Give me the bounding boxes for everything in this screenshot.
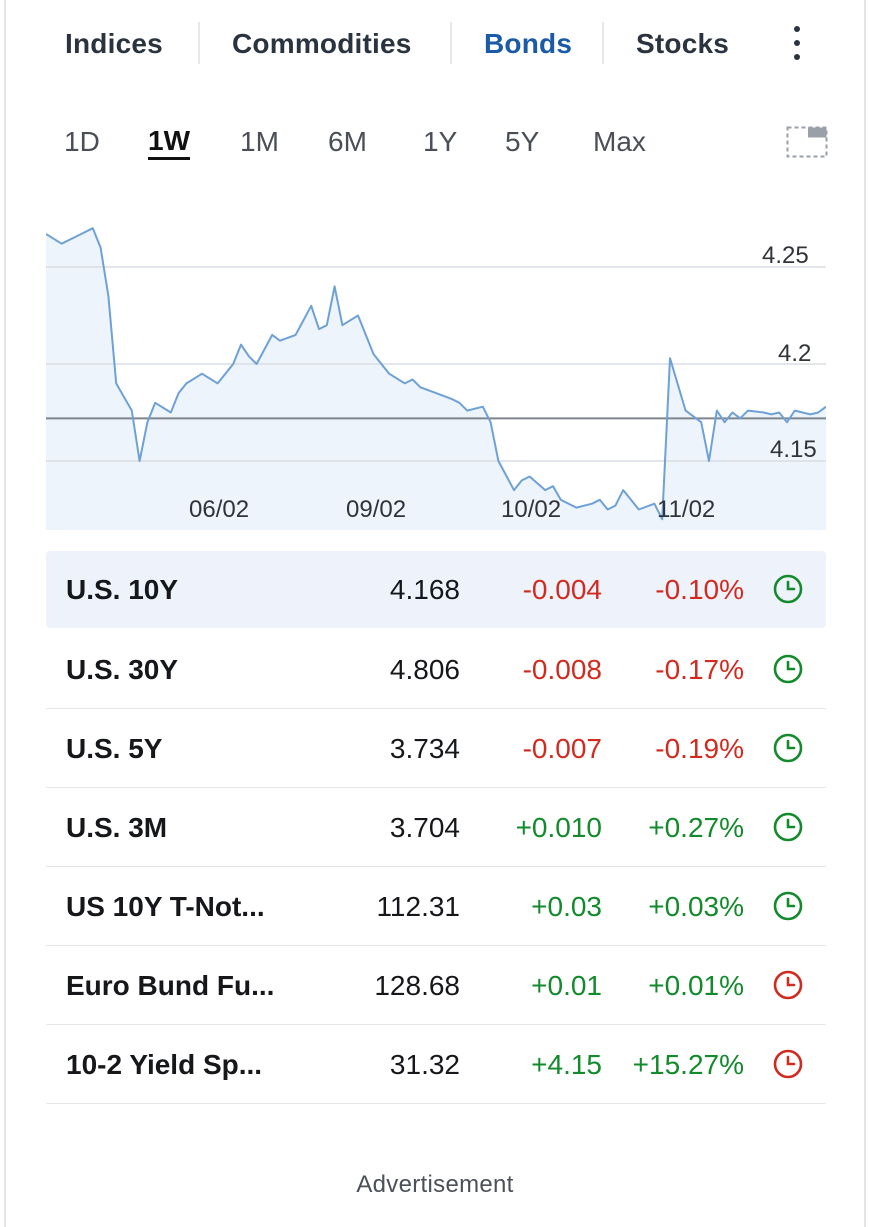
quote-name[interactable]: 10-2 Yield Sp... — [66, 1049, 263, 1080]
clock-icon — [773, 812, 803, 842]
clock-icon — [773, 1049, 803, 1079]
expand-icon[interactable] — [786, 126, 828, 158]
range-6m[interactable]: 6M — [328, 126, 367, 157]
quote-change-pct: -0.19% — [655, 733, 744, 764]
tab-divider — [602, 22, 604, 64]
quote-change: +0.010 — [515, 812, 602, 843]
quote-last: 4.168 — [389, 574, 460, 605]
quote-last: 128.68 — [374, 970, 460, 1001]
quote-change-pct: -0.17% — [655, 654, 744, 685]
chart-canvas — [46, 227, 826, 530]
quote-row-us-10y-tnote[interactable]: US 10Y T-Not... 112.31 +0.03 +0.03% — [46, 867, 826, 946]
quote-last: 3.734 — [389, 733, 460, 764]
range-1y[interactable]: 1Y — [423, 126, 458, 157]
tab-bonds[interactable]: Bonds — [484, 28, 573, 59]
chart-area-fill — [46, 228, 826, 530]
quote-change-pct: +0.03% — [648, 891, 744, 922]
quote-last: 3.704 — [389, 812, 460, 843]
quote-name[interactable]: U.S. 5Y — [66, 733, 163, 764]
tab-stocks[interactable]: Stocks — [636, 28, 730, 59]
y-tick-label: 4.25 — [762, 242, 809, 269]
quote-name[interactable]: U.S. 10Y — [66, 574, 179, 605]
quote-name[interactable]: U.S. 30Y — [66, 654, 179, 685]
quote-change: -0.008 — [522, 654, 602, 685]
quote-change: -0.004 — [522, 574, 602, 605]
range-1w[interactable]: 1W — [148, 124, 190, 160]
quote-change-pct: -0.10% — [655, 574, 744, 605]
quote-change-pct: +0.27% — [648, 812, 744, 843]
quote-change-pct: +0.01% — [648, 970, 744, 1001]
time-range-selector: 1D 1W 1M 6M 1Y 5Y Max — [0, 118, 870, 168]
quote-row-us-3m[interactable]: U.S. 3M 3.704 +0.010 +0.27% — [46, 788, 826, 867]
clock-icon — [773, 733, 803, 763]
clock-icon — [773, 574, 803, 604]
quote-name[interactable]: U.S. 3M — [66, 812, 168, 843]
tab-divider — [450, 22, 452, 64]
quote-row-10-2-spread[interactable]: 10-2 Yield Sp... 31.32 +4.15 +15.27% — [46, 1025, 826, 1104]
kebab-vertical-icon[interactable] — [782, 24, 812, 62]
quote-last: 31.32 — [389, 1049, 460, 1080]
clock-icon — [773, 654, 803, 684]
range-max[interactable]: Max — [593, 126, 646, 157]
quote-row-us-10y[interactable]: U.S. 10Y 4.168 -0.004 -0.10% — [46, 551, 826, 628]
y-tick-label: 4.15 — [770, 436, 817, 463]
quote-row-euro-bund[interactable]: Euro Bund Fu... 128.68 +0.01 +0.01% — [46, 946, 826, 1025]
y-tick-label: 4.2 — [778, 340, 812, 367]
chart-series-line — [46, 227, 826, 521]
x-tick-label: 09/02 — [346, 496, 407, 523]
quote-change: +4.15 — [531, 1049, 602, 1080]
advertisement-label: Advertisement — [356, 1171, 514, 1198]
clock-icon — [773, 970, 803, 1000]
range-5y[interactable]: 5Y — [505, 126, 540, 157]
quote-change: +0.03 — [531, 891, 602, 922]
quote-last: 112.31 — [376, 891, 460, 922]
x-tick-label: 10/02 — [501, 496, 562, 523]
tab-indices[interactable]: Indices — [65, 28, 163, 59]
quote-change: +0.01 — [531, 970, 602, 1001]
quotes-table: U.S. 10Y 4.168 -0.004 -0.10% U.S. 30Y 4.… — [46, 551, 826, 1104]
x-tick-label: 11/02 — [657, 496, 716, 523]
quote-change-pct: +15.27% — [632, 1049, 744, 1080]
quote-name[interactable]: Euro Bund Fu... — [66, 970, 275, 1001]
tab-commodities[interactable]: Commodities — [232, 28, 412, 59]
range-1d[interactable]: 1D — [64, 126, 100, 157]
quote-name[interactable]: US 10Y T-Not... — [66, 891, 265, 922]
quote-row-us-5y[interactable]: U.S. 5Y 3.734 -0.007 -0.19% — [46, 709, 826, 788]
quote-row-us-30y[interactable]: U.S. 30Y 4.806 -0.008 -0.17% — [46, 630, 826, 709]
yield-chart[interactable]: 4.25 4.2 4.15 06/02 09/02 10/02 11/02 — [46, 200, 826, 530]
x-tick-label: 06/02 — [189, 496, 250, 523]
range-1m[interactable]: 1M — [240, 126, 279, 157]
tab-divider — [198, 22, 200, 64]
quote-change: -0.007 — [522, 733, 602, 764]
quote-last: 4.806 — [389, 654, 460, 685]
clock-icon — [773, 891, 803, 921]
category-tabs: Indices Commodities Bonds Stocks — [0, 0, 870, 90]
